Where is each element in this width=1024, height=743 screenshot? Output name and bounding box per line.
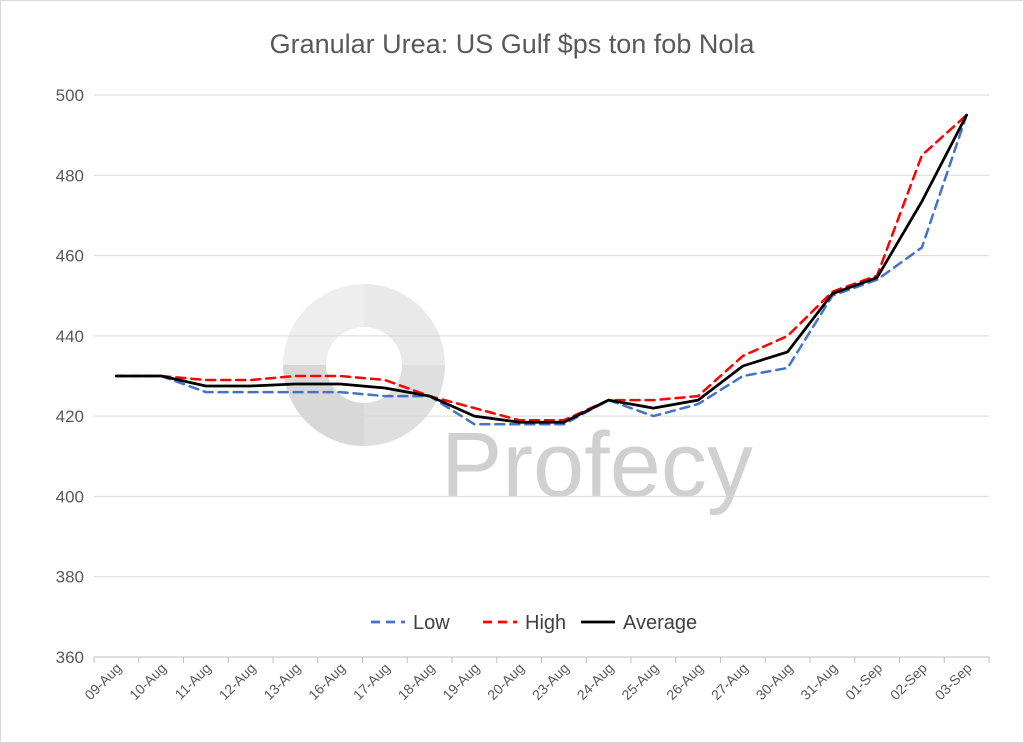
x-axis-ticks: 09-Aug 10-Aug 11-Aug 12-Aug 13-Aug 16-Aug 17-A… <box>81 660 975 703</box>
x-tick-label: 26-Aug <box>663 660 706 703</box>
profercy-logo-icon <box>283 284 445 446</box>
x-tick-label: 11-Aug <box>171 660 214 703</box>
y-tick-label: 460 <box>56 247 84 266</box>
x-tick-label: 24-Aug <box>574 660 617 703</box>
y-tick-label: 400 <box>56 487 84 506</box>
series-line-high <box>115 113 968 422</box>
x-tick-label: 18-Aug <box>395 660 438 703</box>
series-line-average <box>115 113 968 424</box>
watermark: Profecy <box>283 284 753 516</box>
x-tick-label: 17-Aug <box>350 660 393 703</box>
legend-label-low: Low <box>413 612 450 634</box>
y-tick-label: 480 <box>56 166 84 185</box>
x-tick-label: 16-Aug <box>305 660 348 703</box>
x-tick-label: 25-Aug <box>618 660 661 703</box>
y-axis-ticks: 360 380 400 420 440 460 480 500 <box>56 86 84 667</box>
y-tick-label: 440 <box>56 327 84 346</box>
y-tick-label: 380 <box>56 568 84 587</box>
x-tick-label: 20-Aug <box>484 660 527 703</box>
x-tick-label: 19-Aug <box>439 660 482 703</box>
grid-lines <box>94 94 989 578</box>
x-tick-label: 09-Aug <box>81 660 124 703</box>
x-tick-label: 03-Sep <box>932 660 975 703</box>
y-tick-label: 420 <box>56 407 84 426</box>
x-tick-label: 02-Sep <box>887 660 930 703</box>
y-tick-label: 500 <box>56 86 84 105</box>
x-tick-label: 27-Aug <box>708 660 751 703</box>
series-line-low <box>115 113 968 426</box>
x-tick-label: 31-Aug <box>797 660 840 703</box>
y-tick-label: 360 <box>56 648 84 667</box>
legend: Low High Average <box>371 612 697 634</box>
x-tick-label: 13-Aug <box>260 660 303 703</box>
x-tick-label: 12-Aug <box>216 660 259 703</box>
x-tick-label: 30-Aug <box>753 660 796 703</box>
watermark-text: Profecy <box>441 414 753 516</box>
x-axis <box>93 656 990 663</box>
legend-label-average: Average <box>623 612 697 634</box>
x-tick-label: 23-Aug <box>529 660 572 703</box>
legend-label-high: High <box>525 612 566 634</box>
chart-title: Granular Urea: US Gulf $ps ton fob Nola <box>270 29 756 59</box>
x-tick-label: 10-Aug <box>126 660 169 703</box>
series-lines <box>115 113 968 426</box>
x-tick-label: 01-Sep <box>842 660 885 703</box>
